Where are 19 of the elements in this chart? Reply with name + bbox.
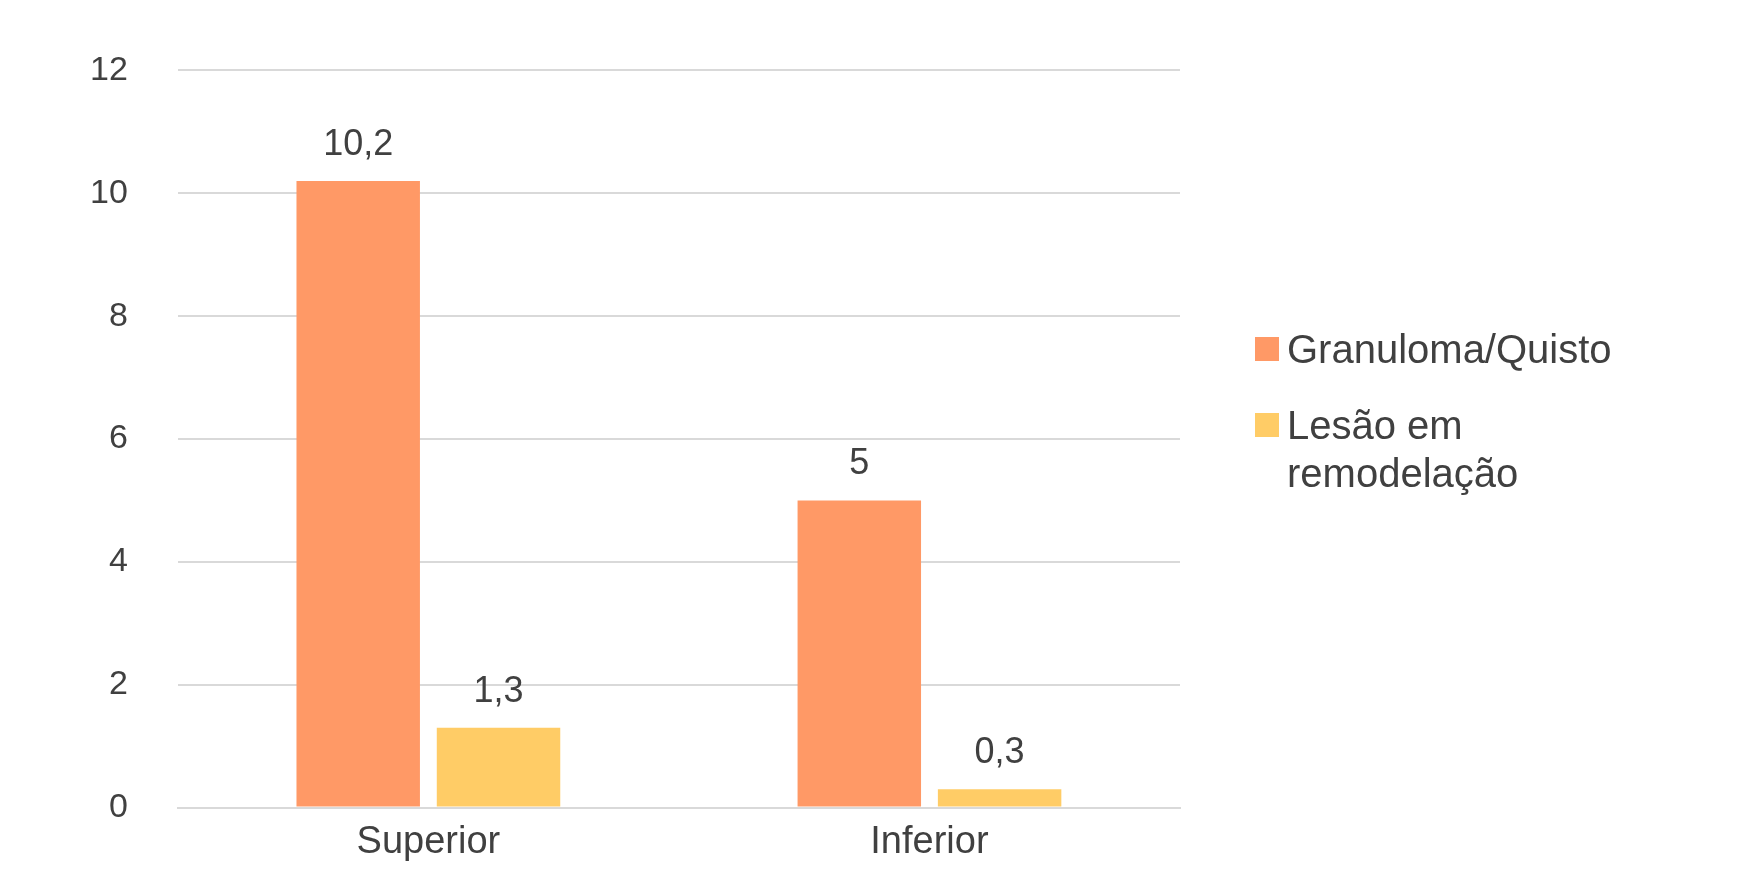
y-tick-label: 12 (89, 48, 128, 87)
y-tick-label: 8 (108, 294, 128, 333)
y-tick-label: 4 (108, 540, 128, 579)
data-label: 5 (849, 441, 870, 483)
y-tick-label: 0 (108, 785, 128, 824)
data-label: 1,3 (473, 668, 524, 710)
y-tick-label: 10 (89, 171, 128, 210)
bar (937, 789, 1062, 807)
bar (296, 180, 420, 807)
y-tick-label: 2 (108, 663, 128, 702)
y-tick-label: 6 (108, 417, 128, 456)
data-label: 10,2 (323, 121, 394, 163)
legend-label: Lesão em remodelação (1287, 402, 1520, 497)
legend-label: Granuloma/Quisto (1287, 326, 1612, 373)
bar (797, 500, 922, 807)
data-label: 0,3 (974, 730, 1025, 772)
bar (436, 727, 561, 807)
x-tick-label: Inferior (870, 818, 989, 861)
x-tick-label: Superior (356, 818, 501, 861)
